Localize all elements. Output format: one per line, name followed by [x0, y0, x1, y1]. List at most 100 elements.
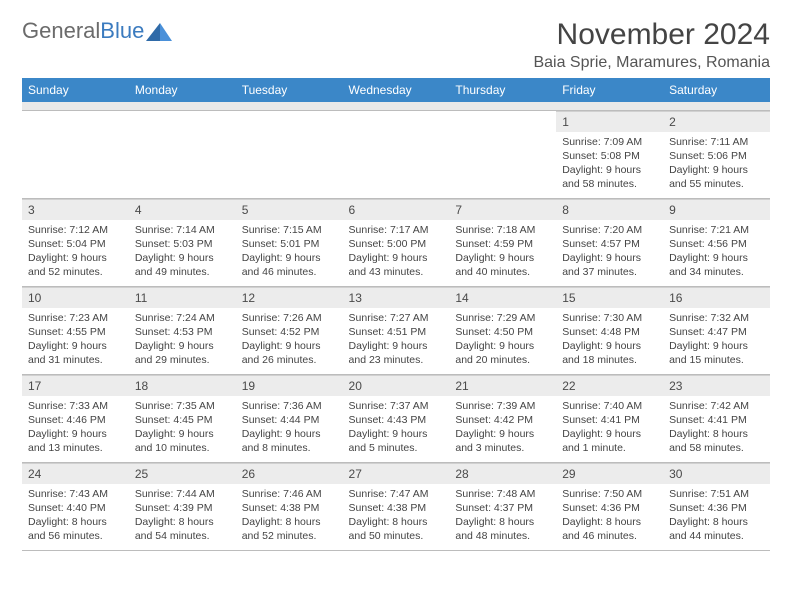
- day-line-sr: Sunrise: 7:23 AM: [28, 311, 123, 325]
- day-cell: 10Sunrise: 7:23 AMSunset: 4:55 PMDayligh…: [22, 286, 129, 374]
- logo-text: GeneralBlue: [22, 18, 144, 44]
- day-line-sr: Sunrise: 7:51 AM: [669, 487, 764, 501]
- day-cell: [343, 110, 450, 198]
- logo-text-gray: General: [22, 18, 100, 43]
- logo-triangle-icon: [146, 21, 172, 41]
- day-line-d2: and 55 minutes.: [669, 177, 764, 191]
- blank-row: [22, 102, 770, 110]
- day-line-d2: and 31 minutes.: [28, 353, 123, 367]
- day-number: 8: [556, 199, 663, 220]
- day-line-ss: Sunset: 4:45 PM: [135, 413, 230, 427]
- day-line-d2: and 13 minutes.: [28, 441, 123, 455]
- calendar-table: Sunday Monday Tuesday Wednesday Thursday…: [22, 78, 770, 551]
- day-cell: 7Sunrise: 7:18 AMSunset: 4:59 PMDaylight…: [449, 198, 556, 286]
- day-number: 10: [22, 287, 129, 308]
- day-body: Sunrise: 7:17 AMSunset: 5:00 PMDaylight:…: [343, 220, 450, 284]
- day-number: 13: [343, 287, 450, 308]
- day-cell: 5Sunrise: 7:15 AMSunset: 5:01 PMDaylight…: [236, 198, 343, 286]
- day-body: Sunrise: 7:51 AMSunset: 4:36 PMDaylight:…: [663, 484, 770, 548]
- day-line-sr: Sunrise: 7:17 AM: [349, 223, 444, 237]
- day-line-sr: Sunrise: 7:29 AM: [455, 311, 550, 325]
- day-line-d2: and 8 minutes.: [242, 441, 337, 455]
- day-body: Sunrise: 7:27 AMSunset: 4:51 PMDaylight:…: [343, 308, 450, 372]
- day-body: Sunrise: 7:26 AMSunset: 4:52 PMDaylight:…: [236, 308, 343, 372]
- day-cell: 22Sunrise: 7:40 AMSunset: 4:41 PMDayligh…: [556, 374, 663, 462]
- day-line-sr: Sunrise: 7:15 AM: [242, 223, 337, 237]
- day-line-sr: Sunrise: 7:18 AM: [455, 223, 550, 237]
- day-header-cell: Monday: [129, 78, 236, 102]
- day-number: 29: [556, 463, 663, 484]
- day-header-cell: Sunday: [22, 78, 129, 102]
- day-line-d1: Daylight: 8 hours: [562, 515, 657, 529]
- day-cell: 4Sunrise: 7:14 AMSunset: 5:03 PMDaylight…: [129, 198, 236, 286]
- day-line-sr: Sunrise: 7:27 AM: [349, 311, 444, 325]
- day-line-ss: Sunset: 5:04 PM: [28, 237, 123, 251]
- day-number: 21: [449, 375, 556, 396]
- day-body: Sunrise: 7:33 AMSunset: 4:46 PMDaylight:…: [22, 396, 129, 460]
- day-line-ss: Sunset: 4:46 PM: [28, 413, 123, 427]
- day-line-sr: Sunrise: 7:11 AM: [669, 135, 764, 149]
- day-line-ss: Sunset: 4:37 PM: [455, 501, 550, 515]
- day-line-d2: and 46 minutes.: [562, 529, 657, 543]
- day-line-d2: and 10 minutes.: [135, 441, 230, 455]
- day-line-ss: Sunset: 5:08 PM: [562, 149, 657, 163]
- day-cell: 25Sunrise: 7:44 AMSunset: 4:39 PMDayligh…: [129, 462, 236, 550]
- day-cell: 16 Sunrise: 7:32 AMSunset: 4:47 PMDayligh…: [663, 286, 770, 374]
- day-line-ss: Sunset: 4:42 PM: [455, 413, 550, 427]
- day-header-cell: Wednesday: [343, 78, 450, 102]
- day-line-d1: Daylight: 8 hours: [669, 515, 764, 529]
- day-cell: 19Sunrise: 7:36 AMSunset: 4:44 PMDayligh…: [236, 374, 343, 462]
- day-line-ss: Sunset: 5:06 PM: [669, 149, 764, 163]
- day-line-ss: Sunset: 4:47 PM: [669, 325, 764, 339]
- day-cell: [129, 110, 236, 198]
- day-line-d2: and 1 minute.: [562, 441, 657, 455]
- day-body: Sunrise: 7:20 AMSunset: 4:57 PMDaylight:…: [556, 220, 663, 284]
- day-body: Sunrise: 7:30 AMSunset: 4:48 PMDaylight:…: [556, 308, 663, 372]
- day-number: 7: [449, 199, 556, 220]
- day-cell: 3Sunrise: 7:12 AMSunset: 5:04 PMDaylight…: [22, 198, 129, 286]
- day-line-ss: Sunset: 4:48 PM: [562, 325, 657, 339]
- day-number: 2: [663, 111, 770, 132]
- day-number: 20: [343, 375, 450, 396]
- day-cell: 18Sunrise: 7:35 AMSunset: 4:45 PMDayligh…: [129, 374, 236, 462]
- day-body: Sunrise: 7:14 AMSunset: 5:03 PMDaylight:…: [129, 220, 236, 284]
- week-row: 17Sunrise: 7:33 AMSunset: 4:46 PMDayligh…: [22, 374, 770, 462]
- day-body: Sunrise: 7:15 AMSunset: 5:01 PMDaylight:…: [236, 220, 343, 284]
- day-body: Sunrise: 7:48 AMSunset: 4:37 PMDaylight:…: [449, 484, 556, 548]
- day-body: Sunrise: 7:42 AMSunset: 4:41 PMDaylight:…: [663, 396, 770, 460]
- day-cell: 9Sunrise: 7:21 AMSunset: 4:56 PMDaylight…: [663, 198, 770, 286]
- day-line-d1: Daylight: 9 hours: [349, 251, 444, 265]
- day-line-d1: Daylight: 8 hours: [455, 515, 550, 529]
- day-line-d2: and 56 minutes.: [28, 529, 123, 543]
- day-body: Sunrise: 7:39 AMSunset: 4:42 PMDaylight:…: [449, 396, 556, 460]
- day-line-ss: Sunset: 4:40 PM: [28, 501, 123, 515]
- day-line-d2: and 5 minutes.: [349, 441, 444, 455]
- day-cell: 21Sunrise: 7:39 AMSunset: 4:42 PMDayligh…: [449, 374, 556, 462]
- day-line-d2: and 23 minutes.: [349, 353, 444, 367]
- day-line-d2: and 34 minutes.: [669, 265, 764, 279]
- day-header-row: Sunday Monday Tuesday Wednesday Thursday…: [22, 78, 770, 102]
- day-line-d1: Daylight: 9 hours: [562, 427, 657, 441]
- day-body: Sunrise: 7:29 AMSunset: 4:50 PMDaylight:…: [449, 308, 556, 372]
- week-row: 24Sunrise: 7:43 AMSunset: 4:40 PMDayligh…: [22, 462, 770, 550]
- day-number: 28: [449, 463, 556, 484]
- day-number: 16: [663, 287, 770, 308]
- day-number: 17: [22, 375, 129, 396]
- day-header-cell: Tuesday: [236, 78, 343, 102]
- day-line-d1: Daylight: 9 hours: [669, 339, 764, 353]
- day-line-sr: Sunrise: 7:48 AM: [455, 487, 550, 501]
- day-cell: 30Sunrise: 7:51 AMSunset: 4:36 PMDayligh…: [663, 462, 770, 550]
- day-line-ss: Sunset: 4:36 PM: [669, 501, 764, 515]
- day-number: 24: [22, 463, 129, 484]
- day-line-sr: Sunrise: 7:39 AM: [455, 399, 550, 413]
- day-line-d2: and 52 minutes.: [242, 529, 337, 543]
- day-header-cell: Saturday: [663, 78, 770, 102]
- day-number: 27: [343, 463, 450, 484]
- day-line-sr: Sunrise: 7:32 AM: [669, 311, 764, 325]
- day-number: 30: [663, 463, 770, 484]
- day-line-d1: Daylight: 9 hours: [28, 251, 123, 265]
- day-line-sr: Sunrise: 7:09 AM: [562, 135, 657, 149]
- day-line-d2: and 26 minutes.: [242, 353, 337, 367]
- day-body: Sunrise: 7:18 AMSunset: 4:59 PMDaylight:…: [449, 220, 556, 284]
- day-body: Sunrise: 7:35 AMSunset: 4:45 PMDaylight:…: [129, 396, 236, 460]
